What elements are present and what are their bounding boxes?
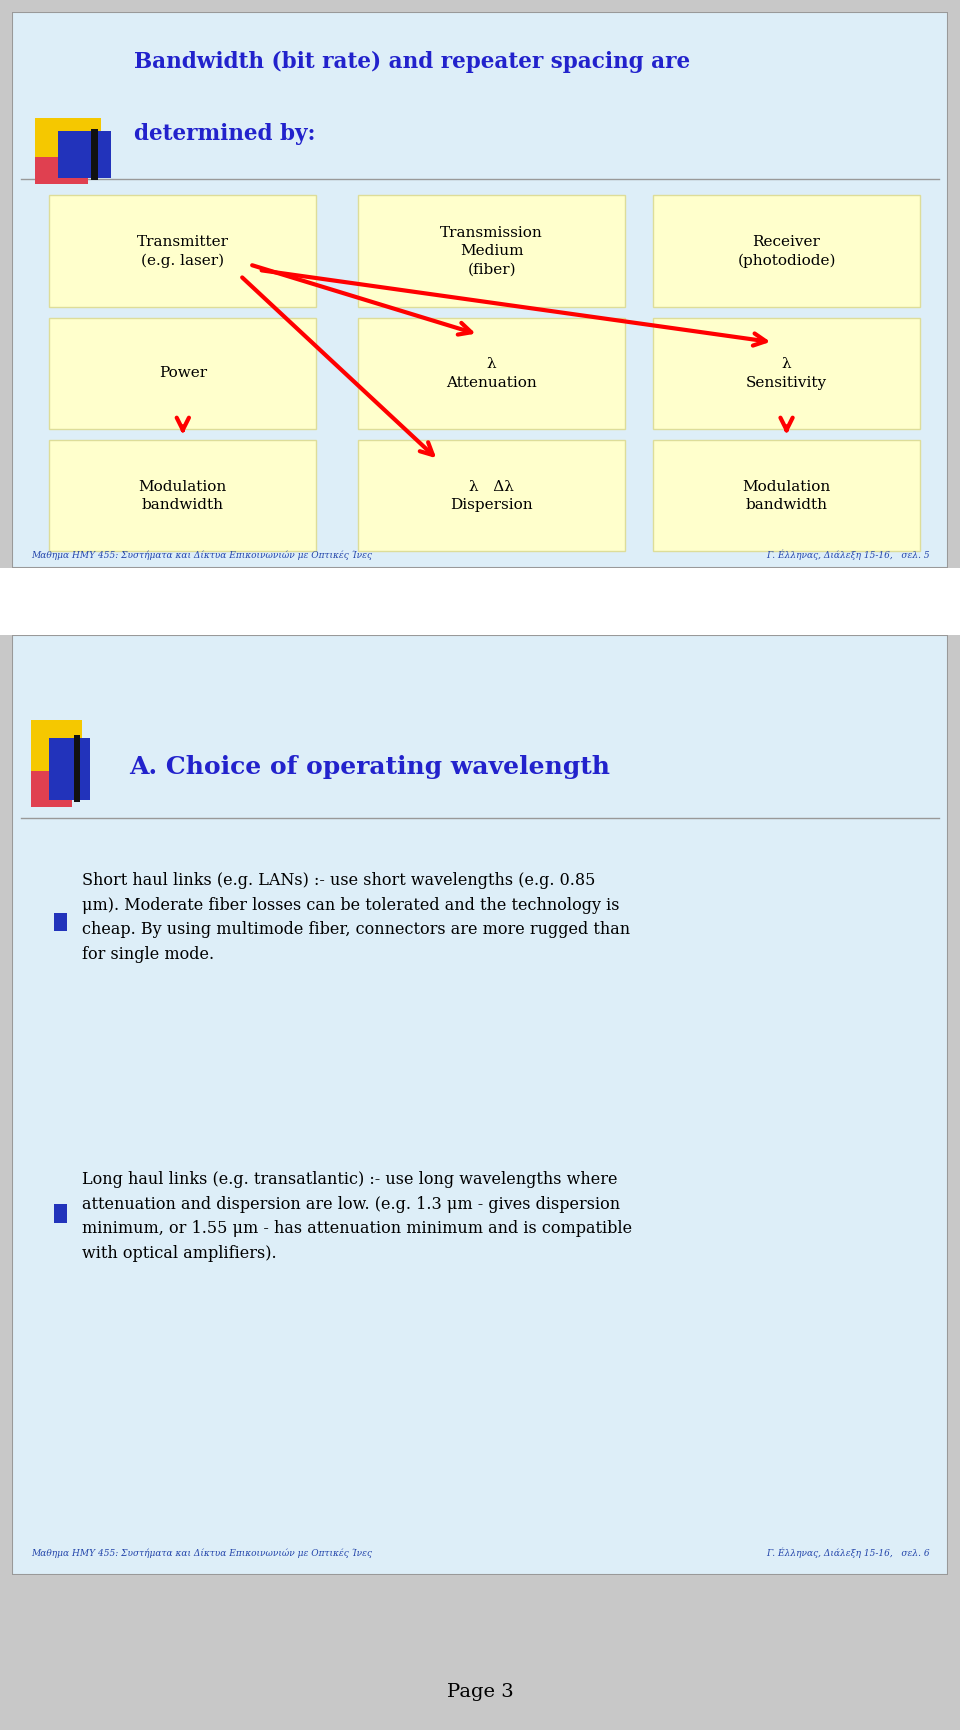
Text: λ
Sensitivity: λ Sensitivity [746, 356, 828, 389]
Text: determined by:: determined by: [133, 123, 315, 145]
Text: Mαθημα HMY 455: Συστήματα και Δίκτυα Επικοινωνιών με Οπτικές Ίνες: Mαθημα HMY 455: Συστήματα και Δίκτυα Επι… [31, 1548, 372, 1559]
Bar [653, 439, 920, 552]
FancyArrowPatch shape [252, 265, 471, 334]
Text: Modulation
bandwidth: Modulation bandwidth [742, 479, 830, 512]
Polygon shape [91, 130, 98, 180]
Bar [54, 1204, 67, 1223]
Text: Γ. Éλληνας, Διάλεξη 15-16,   σελ. 5: Γ. Éλληνας, Διάλεξη 15-16, σελ. 5 [766, 548, 929, 561]
Text: Γ. Éλληνας, Διάλεξη 15-16,   σελ. 6: Γ. Éλληνας, Διάλεξη 15-16, σελ. 6 [766, 1548, 929, 1559]
Bar [54, 913, 67, 931]
Text: Bandwidth (bit rate) and repeater spacing are: Bandwidth (bit rate) and repeater spacin… [133, 50, 690, 73]
FancyArrowPatch shape [177, 417, 189, 431]
Polygon shape [36, 156, 87, 183]
Bar [653, 318, 920, 429]
Text: Long haul links (e.g. transatlantic) :- use long wavelengths where
attenuation a: Long haul links (e.g. transatlantic) :- … [83, 1171, 633, 1263]
Text: λ
Attenuation: λ Attenuation [446, 356, 537, 389]
Bar [50, 439, 316, 552]
Text: Modulation
bandwidth: Modulation bandwidth [138, 479, 227, 512]
Text: Receiver
(photodiode): Receiver (photodiode) [737, 235, 836, 268]
FancyArrowPatch shape [262, 270, 766, 346]
Text: Short haul links (e.g. LANs) :- use short wavelengths (e.g. 0.85
μm). Moderate f: Short haul links (e.g. LANs) :- use shor… [83, 872, 631, 964]
Bar [358, 318, 625, 429]
Text: Transmitter
(e.g. laser): Transmitter (e.g. laser) [137, 235, 228, 268]
Text: Page 3: Page 3 [446, 1683, 514, 1701]
Bar [358, 439, 625, 552]
Polygon shape [59, 131, 110, 178]
Bar [358, 195, 625, 306]
Bar [653, 195, 920, 306]
Bar [50, 195, 316, 306]
Polygon shape [36, 118, 101, 156]
Polygon shape [31, 720, 83, 772]
Text: Mαθημα HMY 455: Συστήματα και Δίκτυα Επικοινωνιών με Οπτικές Ίνες: Mαθημα HMY 455: Συστήματα και Δίκτυα Επι… [31, 550, 372, 561]
FancyArrowPatch shape [780, 417, 793, 431]
Text: A. Choice of operating wavelength: A. Choice of operating wavelength [129, 754, 610, 778]
FancyArrowPatch shape [242, 277, 433, 455]
Polygon shape [75, 735, 80, 803]
Text: λ   Δλ
Dispersion: λ Δλ Dispersion [450, 479, 533, 512]
Text: Transmission
Medium
(fiber): Transmission Medium (fiber) [441, 225, 543, 277]
Text: Power: Power [158, 367, 207, 381]
Polygon shape [49, 737, 90, 799]
Polygon shape [31, 772, 72, 808]
Bar [50, 318, 316, 429]
